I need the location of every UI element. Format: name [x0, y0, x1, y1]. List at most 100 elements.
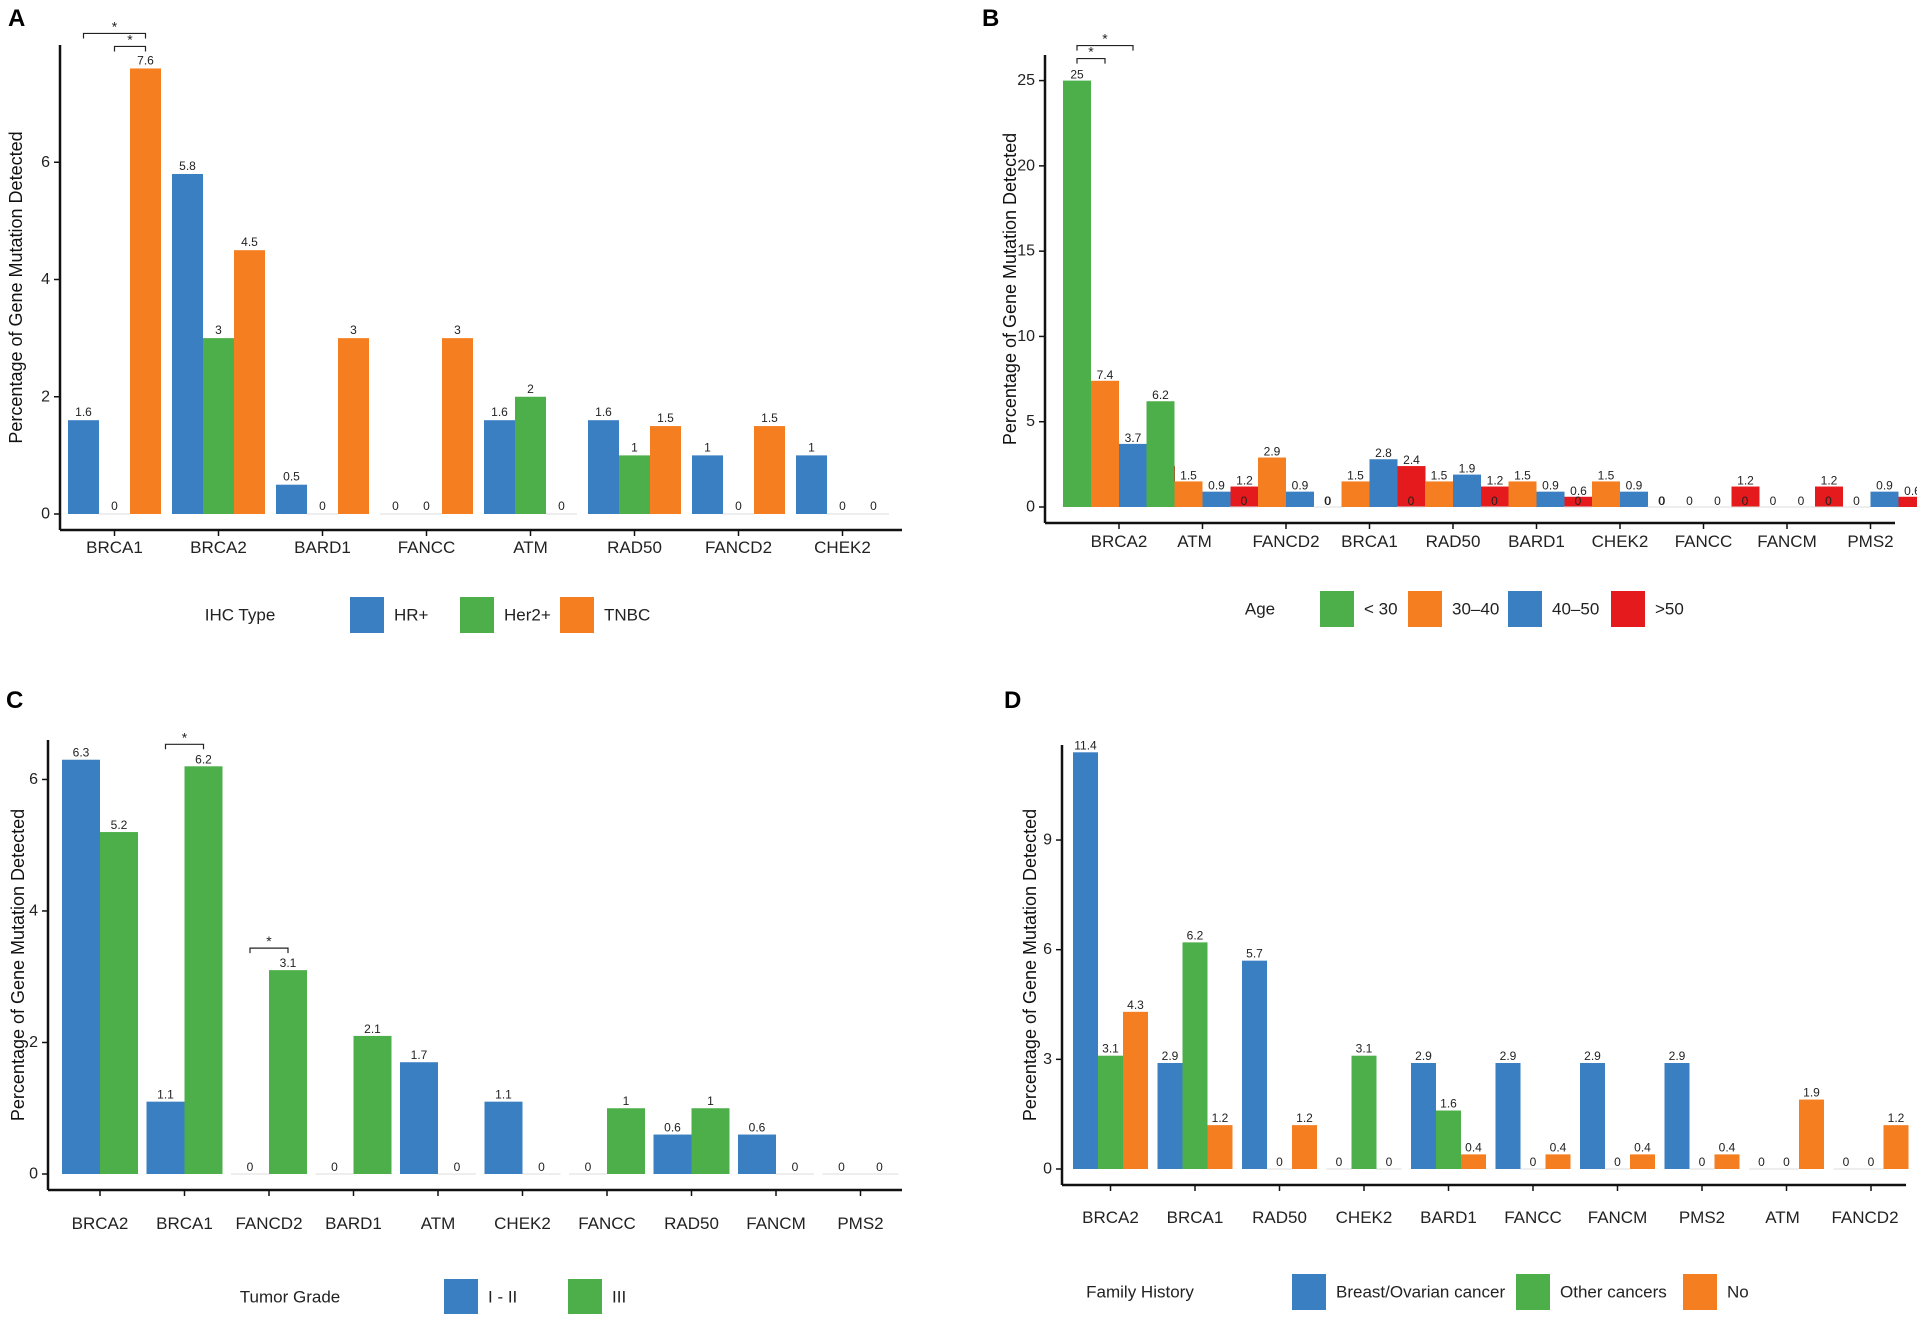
data-label: 1.2: [1821, 474, 1838, 488]
data-label: 1.6: [491, 405, 508, 419]
y-tick-label: 2: [29, 1034, 38, 1051]
x-tick-label: BRCA1: [86, 538, 143, 557]
significance-label: *: [266, 933, 272, 949]
bar-hr-: [692, 455, 723, 514]
data-label: 0: [1491, 494, 1498, 508]
bar-i-ii: [738, 1135, 776, 1174]
data-label: 0.9: [1626, 479, 1643, 493]
y-tick-label: 0: [1026, 499, 1035, 516]
x-tick-label: BARD1: [1420, 1208, 1477, 1227]
bar-breast-ovarian-cancer: [1580, 1063, 1605, 1169]
significance-label: *: [182, 729, 188, 745]
bar-tnbc: [442, 338, 473, 514]
bar-i-ii: [485, 1102, 523, 1174]
legend-label: Breast/Ovarian cancer: [1336, 1283, 1505, 1302]
x-tick-label: PMS2: [1847, 532, 1893, 551]
x-tick-label: ATM: [513, 538, 548, 557]
data-label: 2.9: [1264, 445, 1281, 459]
bar-30-40: [1509, 481, 1537, 507]
y-tick-label: 4: [29, 902, 38, 919]
data-label: 0.4: [1465, 1140, 1482, 1154]
bar-40-50: [1370, 459, 1398, 507]
data-label: 2.9: [1584, 1049, 1601, 1063]
x-tick-label: CHEK2: [1592, 532, 1649, 551]
data-label: 0: [1742, 494, 1749, 508]
data-label: 0: [558, 499, 565, 513]
data-label: 0: [1843, 1155, 1850, 1169]
legend-title: Age: [1245, 600, 1275, 619]
bar-breast-ovarian-cancer: [1073, 752, 1098, 1169]
data-label: 5.7: [1246, 947, 1263, 961]
data-label: 1.9: [1803, 1086, 1820, 1100]
data-label: 2.9: [1669, 1049, 1686, 1063]
x-tick-label: CHEK2: [1336, 1208, 1393, 1227]
data-label: 2.8: [1375, 446, 1392, 460]
data-label: 0: [1408, 494, 1415, 508]
bar-40-50: [1203, 492, 1231, 507]
data-label: 0.9: [1876, 479, 1893, 493]
legend-title: Family History: [1086, 1283, 1194, 1302]
bar-i-ii: [62, 760, 100, 1174]
bar-i-ii: [400, 1062, 438, 1174]
data-label: 2.4: [1403, 453, 1420, 467]
bar-no: [1292, 1125, 1317, 1169]
bar-no: [1884, 1125, 1909, 1169]
data-label: 3.1: [1356, 1042, 1373, 1056]
data-label: 1.6: [1440, 1097, 1457, 1111]
significance-label: *: [1088, 44, 1094, 60]
legend-label: Other cancers: [1560, 1283, 1667, 1302]
legend-label: TNBC: [604, 606, 650, 625]
bar-no: [1546, 1154, 1571, 1169]
x-tick-label: FANCC: [578, 1214, 636, 1233]
x-tick-label: BARD1: [294, 538, 351, 557]
x-tick-label: BRCA1: [1167, 1208, 1224, 1227]
data-label: 3: [350, 323, 357, 337]
data-label: 0: [735, 499, 742, 513]
legend-label: 30–40: [1452, 600, 1499, 619]
data-label: 7.4: [1097, 368, 1114, 382]
data-label: 0: [1853, 494, 1860, 508]
x-tick-label: FANCC: [1675, 532, 1733, 551]
bar-iii: [269, 970, 307, 1174]
bar-40-50: [1286, 492, 1314, 507]
x-tick-label: CHEK2: [814, 538, 871, 557]
legend-swatch: [1292, 1274, 1326, 1310]
legend-label: Her2+: [504, 606, 551, 625]
legend-swatch: [1683, 1274, 1717, 1310]
data-label: 0.4: [1719, 1140, 1736, 1154]
data-label: 1.2: [1737, 474, 1754, 488]
data-label: 6.2: [1152, 388, 1169, 402]
x-tick-label: BRCA2: [72, 1214, 129, 1233]
legend-title: Tumor Grade: [240, 1288, 340, 1307]
data-label: 0.6: [1904, 484, 1917, 498]
data-label: 0.4: [1550, 1140, 1567, 1154]
data-label: 0.5: [283, 470, 300, 484]
data-label: 5.2: [111, 818, 128, 832]
data-label: 1.2: [1212, 1111, 1229, 1125]
data-label: 0: [1825, 494, 1832, 508]
bar-tnbc: [650, 426, 681, 514]
data-label: 0: [1386, 1155, 1393, 1169]
bar-no: [1461, 1154, 1486, 1169]
data-label: 0: [792, 1160, 799, 1174]
legend-swatch: [568, 1279, 602, 1314]
data-label: 0: [838, 1160, 845, 1174]
data-label: 11.4: [1074, 738, 1097, 752]
x-tick-label: FANCC: [398, 538, 456, 557]
data-label: 1.2: [1888, 1111, 1905, 1125]
data-label: 6.2: [195, 752, 212, 766]
y-tick-label: 6: [29, 771, 38, 788]
bar-other-cancers: [1183, 942, 1208, 1169]
data-label: 0: [1714, 494, 1721, 508]
data-label: 0: [876, 1160, 883, 1174]
y-tick-label: 5: [1026, 413, 1035, 430]
bar-40-50: [1537, 492, 1565, 507]
data-label: 1.2: [1296, 1111, 1313, 1125]
bar-iii: [607, 1108, 645, 1174]
data-label: 0: [1783, 1155, 1790, 1169]
y-tick-label: 2: [41, 388, 50, 405]
